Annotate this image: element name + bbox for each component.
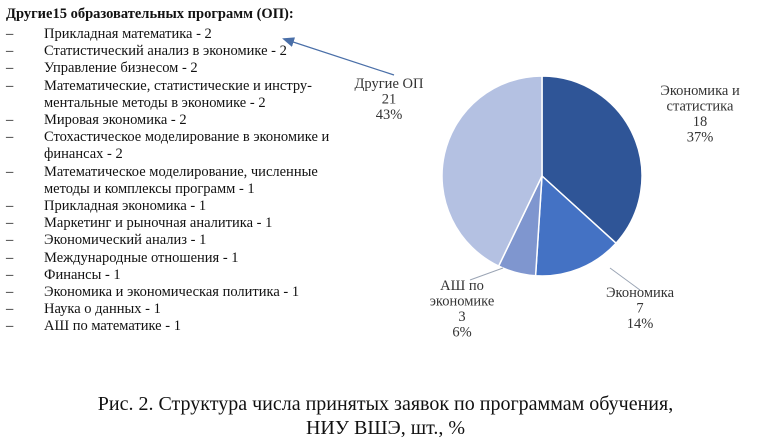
- program-list: Прикладная математика - 2Статистический …: [6, 26, 356, 336]
- slice-value: 21: [382, 92, 397, 108]
- leader-line: [469, 267, 504, 281]
- slice-label-3: АШ по экономике 3 6%: [430, 278, 495, 341]
- slice-label-2: Экономика 7 14%: [606, 285, 675, 332]
- caption-line-2: НИУ ВШЭ, шт., %: [305, 417, 466, 439]
- slice-economics-statistics: [541, 75, 643, 245]
- slice-percent: 6%: [452, 325, 471, 341]
- list-item: АШ по математике - 1: [6, 318, 356, 335]
- slice-value: 7: [636, 301, 643, 317]
- slice-economics: [534, 174, 618, 277]
- slice-value: 18: [693, 114, 708, 130]
- slice-label-text: Экономика и: [660, 83, 740, 99]
- slice-percent: 37%: [687, 130, 714, 146]
- list-item: Экономический анализ - 1: [6, 232, 356, 249]
- pie-chart: Экономика и статистика 18 37% Экономика 7 14% А…: [282, 37, 740, 341]
- list-item: Стохастическое моделирование в экономике…: [6, 129, 356, 163]
- list-item: Наука о данных - 1: [6, 301, 356, 318]
- slice-label-text: экономике: [430, 294, 495, 310]
- list-item: Экономика и экономическая политика - 1: [6, 284, 356, 301]
- slice-label-text: Экономика: [606, 285, 675, 301]
- slice-percent: 43%: [376, 107, 403, 123]
- slice-value: 3: [458, 309, 465, 325]
- list-item: Прикладная математика - 2: [6, 26, 356, 43]
- list-item: Математическое моделирование, численные …: [6, 164, 356, 198]
- other-op-arrow: [282, 37, 395, 76]
- slice-label-text: АШ по: [440, 278, 484, 294]
- slice-label-4: Другие ОП 21 43%: [355, 76, 424, 123]
- slice-percent: 14%: [627, 316, 654, 332]
- list-item: Маркетинг и рыночная аналитика - 1: [6, 215, 356, 232]
- list-heading: Другие15 образовательных программ (ОП):: [6, 6, 294, 22]
- list-item: Математические, статистические и инстру-…: [6, 78, 356, 112]
- caption-line-1: Рис. 2. Структура числа принятых заявок …: [97, 393, 674, 415]
- list-item: Финансы - 1: [6, 267, 356, 284]
- list-item: Мировая экономика - 2: [6, 112, 356, 129]
- leader-lines: [469, 267, 641, 291]
- slice-labels: Экономика и статистика 18 37% Экономика 7 14% А…: [355, 76, 740, 341]
- list-item: Статистический анализ в экономике - 2: [6, 43, 356, 60]
- list-item: Международные отношения - 1: [6, 250, 356, 267]
- list-item: Прикладная экономика - 1: [6, 198, 356, 215]
- list-item: Управление бизнесом - 2: [6, 60, 356, 77]
- program-list-panel: Другие15 образовательных программ (ОП): …: [6, 6, 356, 336]
- leader-line: [609, 267, 641, 291]
- figure-caption: Рис. 2. Структура числа принятых заявок …: [0, 392, 771, 440]
- slice-label-text: Другие ОП: [355, 76, 424, 92]
- slice-other-op: [441, 75, 543, 268]
- slice-label-text: статистика: [667, 99, 734, 115]
- slice-label-1: Экономика и статистика 18 37%: [660, 83, 740, 146]
- pie-slices: [441, 75, 643, 277]
